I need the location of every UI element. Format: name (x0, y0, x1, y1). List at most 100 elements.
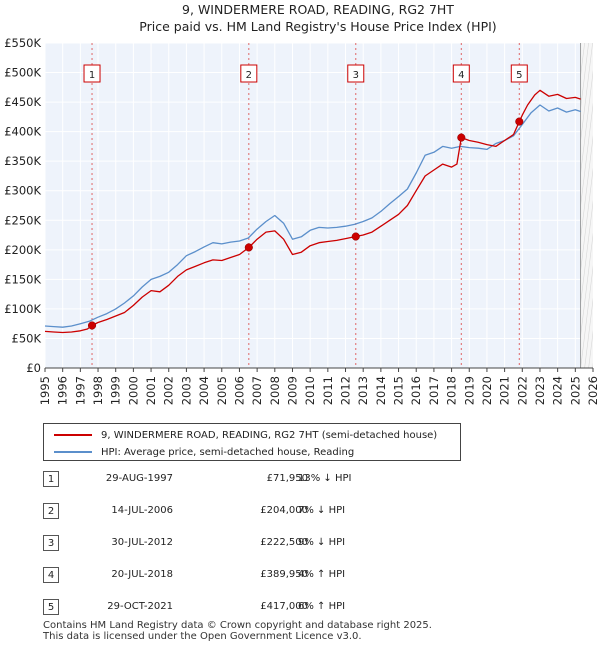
x-tick-label: 2014 (374, 376, 388, 405)
sale-price: £417,000 (260, 601, 308, 612)
license-text: This data is licensed under the Open Gov… (43, 631, 362, 642)
hatch-line (580, 43, 589, 111)
footer: Contains HM Land Registry data © Crown c… (43, 620, 432, 642)
plot-area (45, 43, 593, 368)
hatch-line (580, 70, 593, 176)
hatch-line (584, 297, 593, 368)
x-tick-label: 1999 (109, 376, 123, 405)
x-tick-label: 2009 (285, 376, 299, 405)
copyright-text: Contains HM Land Registry data © Crown c… (43, 620, 432, 631)
sale-row: 3 30-JUL-2012 £222,500 9% ↓ HPI (43, 534, 443, 554)
hatch-line (580, 43, 593, 143)
sale-hpi-delta: 6% ↑ HPI (298, 601, 346, 612)
sale-number-box (83, 64, 101, 83)
y-tick-label: £300K (4, 184, 41, 198)
sale-price: £204,000 (260, 505, 308, 516)
y-tick-label: £200K (4, 243, 41, 257)
sale-number-label: 5 (516, 70, 522, 81)
sale-number-box (452, 64, 470, 83)
sale-hpi-delta: 13% ↓ HPI (298, 473, 352, 484)
sale-number-badge: 4 (43, 567, 59, 583)
x-tick-label: 2022 (515, 376, 529, 405)
legend-item-hpi: HPI: Average price, semi-detached house,… (54, 443, 354, 461)
y-tick-label: £550K (4, 36, 41, 50)
hpi-series-line (44, 104, 581, 328)
legend-label-hpi: HPI: Average price, semi-detached house,… (101, 446, 355, 458)
x-tick-label: 2004 (197, 376, 211, 405)
x-tick-label: 2008 (268, 376, 282, 405)
x-tick-label: 2020 (480, 376, 494, 405)
x-tick-label: 2021 (498, 376, 512, 405)
legend-swatch-price (54, 434, 92, 436)
future-region (580, 43, 593, 368)
sale-number-label: 1 (89, 70, 95, 81)
y-tick-label: £500K (4, 66, 41, 80)
x-tick-label: 2024 (551, 376, 565, 405)
sale-point (351, 232, 360, 241)
sale-row: 2 14-JUL-2006 £204,000 7% ↓ HPI (43, 502, 443, 522)
x-tick-label: 2010 (303, 376, 317, 405)
chart-subtitle: Price paid vs. HM Land Registry's House … (139, 19, 496, 34)
sale-date: 20-JUL-2018 (111, 569, 173, 580)
sale-point (244, 243, 253, 252)
x-tick-label: 1997 (73, 376, 87, 405)
sale-date: 29-OCT-2021 (107, 601, 173, 612)
sale-number-badge: 5 (43, 599, 59, 615)
sale-price: £222,500 (260, 537, 308, 548)
sale-number-box (347, 64, 365, 83)
price-series-line (44, 89, 581, 334)
x-tick-label: 2007 (250, 376, 264, 405)
price-chart: 9, WINDERMERE ROAD, READING, RG2 7HT Pri… (4, 2, 600, 405)
hatch-line (592, 362, 593, 368)
sale-price: £389,950 (260, 569, 308, 580)
y-tick-label: £50K (12, 331, 42, 345)
sale-row: 4 20-JUL-2018 £389,950 4% ↑ HPI (43, 566, 443, 586)
sale-hpi-delta: 4% ↑ HPI (298, 569, 346, 580)
sale-price: £71,950 (266, 473, 308, 484)
y-tick-label: £400K (4, 125, 41, 139)
hatch-line (580, 200, 593, 306)
x-tick-label: 2019 (462, 376, 476, 405)
legend-item-price: 9, WINDERMERE ROAD, READING, RG2 7HT (se… (54, 426, 437, 444)
sale-date: 30-JUL-2012 (111, 537, 173, 548)
y-tick-label: £450K (4, 95, 41, 109)
sale-number-label: 3 (353, 70, 359, 81)
x-tick-label: 1996 (56, 376, 70, 405)
y-tick-label: £150K (4, 272, 41, 286)
x-tick-label: 2002 (162, 376, 176, 405)
hatch-line (580, 232, 593, 338)
x-tick-label: 2023 (533, 376, 547, 405)
sale-number-label: 4 (458, 70, 464, 81)
legend-swatch-hpi (54, 451, 92, 453)
chart-title: 9, WINDERMERE ROAD, READING, RG2 7HT (182, 2, 454, 17)
hatch-line (597, 43, 600, 368)
x-tick-label: 2003 (179, 376, 193, 405)
sale-number-box (510, 64, 528, 83)
x-tick-label: 1995 (38, 376, 52, 405)
chart-legend: 9, WINDERMERE ROAD, READING, RG2 7HT (se… (43, 423, 461, 461)
legend-label-price: 9, WINDERMERE ROAD, READING, RG2 7HT (se… (101, 429, 438, 441)
sale-date: 29-AUG-1997 (105, 473, 173, 484)
sale-point (87, 321, 97, 330)
sale-point (515, 117, 524, 126)
sale-number-badge: 3 (43, 535, 59, 551)
sale-number-badge: 1 (43, 471, 59, 487)
sale-number-label: 2 (246, 70, 252, 81)
x-tick-label: 2000 (126, 376, 140, 405)
hatch-line (580, 265, 593, 368)
sale-hpi-delta: 9% ↓ HPI (298, 537, 346, 548)
sale-row: 5 29-OCT-2021 £417,000 6% ↑ HPI (43, 598, 443, 618)
x-tick-label: 2016 (409, 376, 423, 405)
x-tick-label: 2026 (586, 376, 600, 405)
x-tick-label: 2012 (339, 376, 353, 405)
hatch-line (580, 135, 593, 241)
sale-number-badge: 2 (43, 503, 59, 519)
x-tick-label: 2018 (445, 376, 459, 405)
x-tick-label: 2005 (215, 376, 229, 405)
y-tick-label: £250K (4, 213, 41, 227)
x-tick-label: 2001 (144, 376, 158, 405)
sale-date: 14-JUL-2006 (111, 505, 173, 516)
y-tick-label: £100K (4, 302, 41, 316)
x-tick-label: 1998 (91, 376, 105, 405)
sale-number-box (240, 64, 258, 83)
